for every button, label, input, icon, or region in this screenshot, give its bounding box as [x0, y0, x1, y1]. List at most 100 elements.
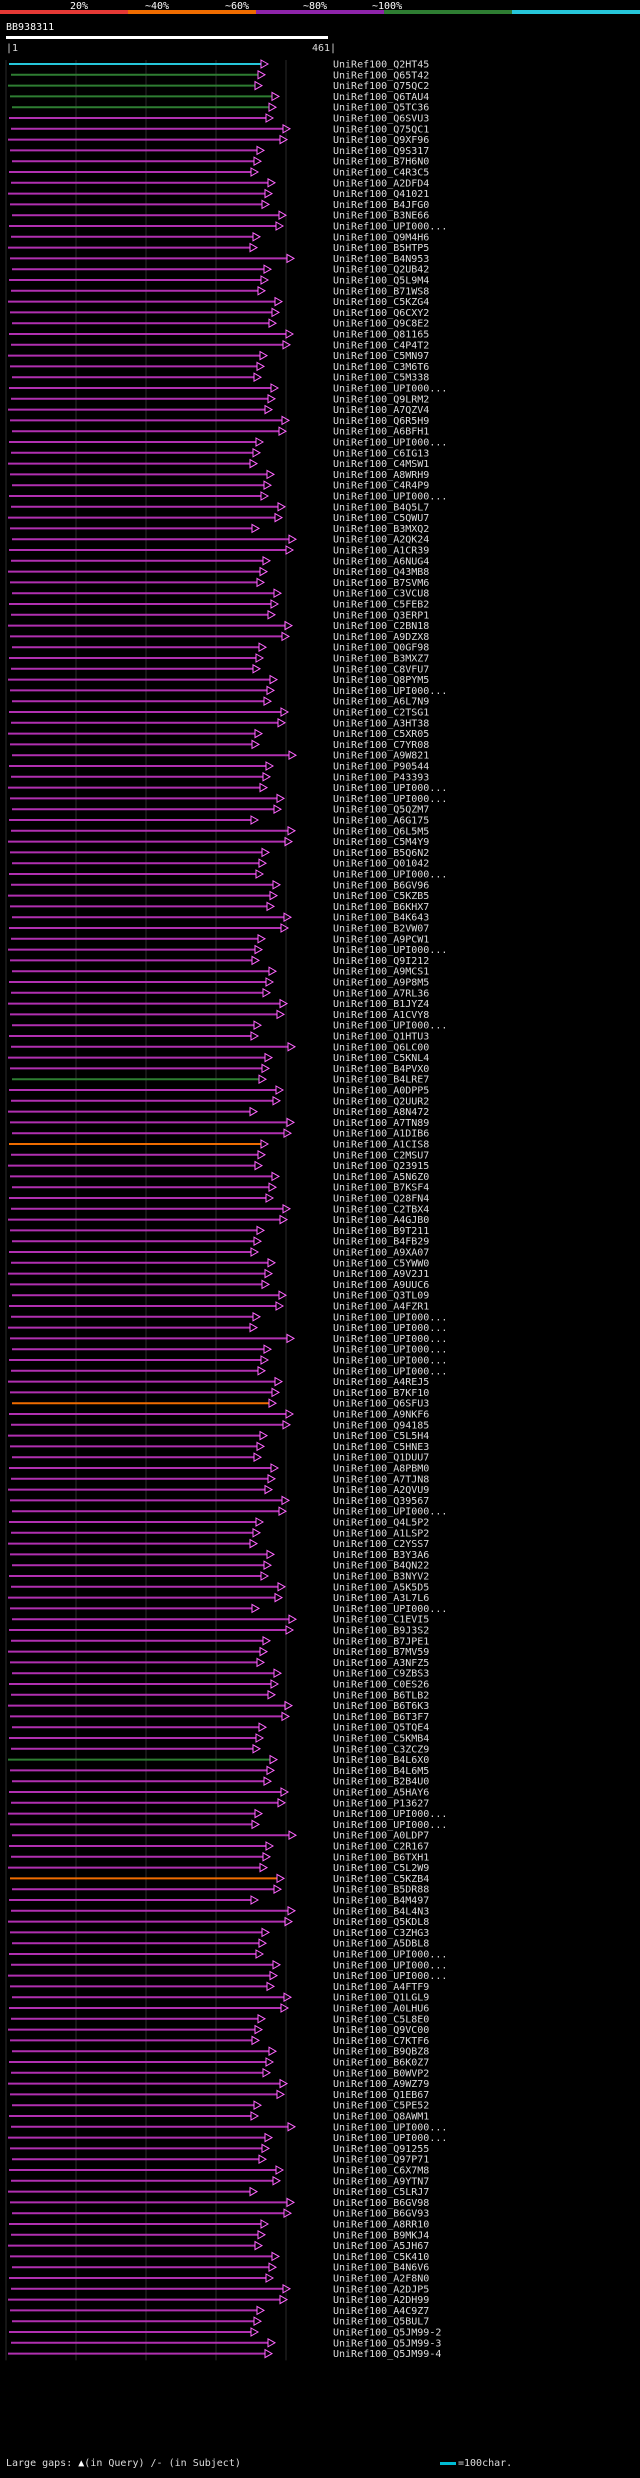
hit-label[interactable]: UniRef100_B7H6N0: [333, 157, 429, 168]
hit-label[interactable]: UniRef100_C5FEB2: [333, 600, 429, 611]
hit-label[interactable]: UniRef100_UPI000...: [333, 783, 447, 794]
hit-label[interactable]: UniRef100_B4LRE7: [333, 1075, 429, 1086]
hit-label[interactable]: UniRef100_UPI000...: [333, 1312, 447, 1323]
hit-label[interactable]: UniRef100_B4M497: [333, 1896, 429, 1907]
hit-label[interactable]: UniRef100_A9UUC6: [333, 1280, 429, 1291]
hit-label[interactable]: UniRef100_A4GJB0: [333, 1215, 429, 1226]
hit-label[interactable]: UniRef100_UPI000...: [333, 2122, 447, 2133]
hit-label[interactable]: UniRef100_Q2UUR2: [333, 1096, 429, 1107]
hit-label[interactable]: UniRef100_A2QK24: [333, 535, 429, 546]
hit-label[interactable]: UniRef100_Q9XF96: [333, 135, 429, 146]
hit-label[interactable]: UniRef100_A9YTN7: [333, 2176, 429, 2187]
hit-label[interactable]: UniRef100_A9DZX8: [333, 632, 429, 643]
hit-label[interactable]: UniRef100_B4N953: [333, 254, 429, 265]
hit-label[interactable]: UniRef100_C2BN18: [333, 621, 429, 632]
hit-label[interactable]: UniRef100_A9WZ79: [333, 2079, 429, 2090]
hit-label[interactable]: UniRef100_B3NE66: [333, 211, 429, 222]
hit-label[interactable]: UniRef100_B9T211: [333, 1226, 429, 1237]
hit-label[interactable]: UniRef100_Q8AWM1: [333, 2112, 429, 2123]
hit-label[interactable]: UniRef100_C5QWU7: [333, 513, 429, 524]
hit-label[interactable]: UniRef100_C3VCU8: [333, 589, 429, 600]
hit-label[interactable]: UniRef100_UPI000...: [333, 1971, 447, 1982]
hit-label[interactable]: UniRef100_B4N6V6: [333, 2263, 429, 2274]
hit-label[interactable]: UniRef100_Q5KDL8: [333, 1917, 429, 1928]
hit-label[interactable]: UniRef100_P90544: [333, 762, 429, 773]
hit-label[interactable]: UniRef100_C5M4Y9: [333, 837, 429, 848]
hit-label[interactable]: UniRef100_B4L6X0: [333, 1755, 429, 1766]
hit-label[interactable]: UniRef100_A9P8M5: [333, 978, 429, 989]
hit-label[interactable]: UniRef100_Q3ERP1: [333, 610, 429, 621]
hit-label[interactable]: UniRef100_C9ZBS3: [333, 1669, 429, 1680]
hit-label[interactable]: UniRef100_C5LRJ7: [333, 2187, 429, 2198]
hit-label[interactable]: UniRef100_A9V2J1: [333, 1269, 429, 1280]
hit-label[interactable]: UniRef100_A5K5D5: [333, 1582, 429, 1593]
hit-label[interactable]: UniRef100_Q81165: [333, 330, 429, 341]
hit-label[interactable]: UniRef100_A4C9Z7: [333, 2306, 429, 2317]
hit-label[interactable]: UniRef100_A9XA07: [333, 1248, 429, 1259]
hit-label[interactable]: UniRef100_A5DBL8: [333, 1939, 429, 1950]
hit-label[interactable]: UniRef100_Q8PYM5: [333, 675, 429, 686]
hit-label[interactable]: UniRef100_A8N472: [333, 1107, 429, 1118]
hit-label[interactable]: UniRef100_B4L6M5: [333, 1766, 429, 1777]
hit-label[interactable]: UniRef100_Q94185: [333, 1420, 429, 1431]
hit-label[interactable]: UniRef100_UPI000...: [333, 1021, 447, 1032]
hit-label[interactable]: UniRef100_Q23915: [333, 1161, 429, 1172]
hit-label[interactable]: UniRef100_Q91255: [333, 2144, 429, 2155]
hit-label[interactable]: UniRef100_A2DJP5: [333, 2284, 429, 2295]
hit-label[interactable]: UniRef100_A3HT38: [333, 718, 429, 729]
hit-label[interactable]: UniRef100_Q9M4H6: [333, 232, 429, 243]
hit-label[interactable]: UniRef100_UPI000...: [333, 1820, 447, 1831]
hit-label[interactable]: UniRef100_A1CIS8: [333, 1140, 429, 1151]
hit-label[interactable]: UniRef100_C2MSU7: [333, 1150, 429, 1161]
hit-label[interactable]: UniRef100_Q3TL09: [333, 1291, 429, 1302]
hit-label[interactable]: UniRef100_A5HAY6: [333, 1788, 429, 1799]
hit-label[interactable]: UniRef100_UPI000...: [333, 384, 447, 395]
hit-label[interactable]: UniRef100_UPI000...: [333, 1345, 447, 1356]
hit-label[interactable]: UniRef100_C5YWW0: [333, 1258, 429, 1269]
hit-label[interactable]: UniRef100_Q5TQE4: [333, 1723, 429, 1734]
hit-label[interactable]: UniRef100_Q9LRM2: [333, 394, 429, 405]
hit-label[interactable]: UniRef100_B5Q6N2: [333, 848, 429, 859]
hit-label[interactable]: UniRef100_B4L4N3: [333, 1906, 429, 1917]
hit-label[interactable]: UniRef100_C5KMB4: [333, 1734, 429, 1745]
hit-label[interactable]: UniRef100_UPI000...: [333, 870, 447, 881]
hit-label[interactable]: UniRef100_Q39567: [333, 1496, 429, 1507]
hit-label[interactable]: UniRef100_B6GV96: [333, 880, 429, 891]
hit-label[interactable]: UniRef100_C5PE52: [333, 2101, 429, 2112]
hit-label[interactable]: UniRef100_C7YR08: [333, 740, 429, 751]
hit-label[interactable]: UniRef100_B3Y3A6: [333, 1550, 429, 1561]
hit-label[interactable]: UniRef100_C5KZB5: [333, 891, 429, 902]
hit-label[interactable]: UniRef100_B4K643: [333, 913, 429, 924]
hit-label[interactable]: UniRef100_B5DR88: [333, 1885, 429, 1896]
hit-label[interactable]: UniRef100_B7SVM6: [333, 578, 429, 589]
hit-label[interactable]: UniRef100_A2DFD4: [333, 178, 429, 189]
hit-label[interactable]: UniRef100_Q9VC00: [333, 2025, 429, 2036]
hit-label[interactable]: UniRef100_A2QVU9: [333, 1485, 429, 1496]
hit-label[interactable]: UniRef100_P43393: [333, 772, 429, 783]
hit-label[interactable]: UniRef100_B9QBZ8: [333, 2047, 429, 2058]
hit-label[interactable]: UniRef100_A0LHU6: [333, 2004, 429, 2015]
hit-label[interactable]: UniRef100_UPI000...: [333, 2133, 447, 2144]
hit-label[interactable]: UniRef100_Q1DUU7: [333, 1453, 429, 1464]
hit-label[interactable]: UniRef100_B6T3F7: [333, 1712, 429, 1723]
hit-label[interactable]: UniRef100_B6T6K3: [333, 1701, 429, 1712]
hit-label[interactable]: UniRef100_UPI000...: [333, 1334, 447, 1345]
hit-label[interactable]: UniRef100_A9MCS1: [333, 967, 429, 978]
hit-label[interactable]: UniRef100_Q1LGL9: [333, 1993, 429, 2004]
hit-label[interactable]: UniRef100_Q6SFU3: [333, 1399, 429, 1410]
hit-label[interactable]: UniRef100_Q75QC1: [333, 124, 429, 135]
hit-label[interactable]: UniRef100_C7KTF6: [333, 2036, 429, 2047]
hit-label[interactable]: UniRef100_A8RR10: [333, 2220, 429, 2231]
hit-label[interactable]: UniRef100_Q75QC2: [333, 81, 429, 92]
hit-label[interactable]: UniRef100_B7MV59: [333, 1647, 429, 1658]
hit-label[interactable]: UniRef100_B2VW07: [333, 924, 429, 935]
hit-label[interactable]: UniRef100_A9W821: [333, 751, 429, 762]
hit-label[interactable]: UniRef100_Q5QZM7: [333, 805, 429, 816]
hit-label[interactable]: UniRef100_A8WRH9: [333, 470, 429, 481]
hit-label[interactable]: UniRef100_B6TLB2: [333, 1690, 429, 1701]
hit-label[interactable]: UniRef100_C5KNL4: [333, 1053, 429, 1064]
hit-label[interactable]: UniRef100_Q43MB8: [333, 567, 429, 578]
hit-label[interactable]: UniRef100_Q1HTU3: [333, 1032, 429, 1043]
hit-label[interactable]: UniRef100_Q5L9M4: [333, 276, 429, 287]
hit-label[interactable]: UniRef100_A9PCW1: [333, 934, 429, 945]
